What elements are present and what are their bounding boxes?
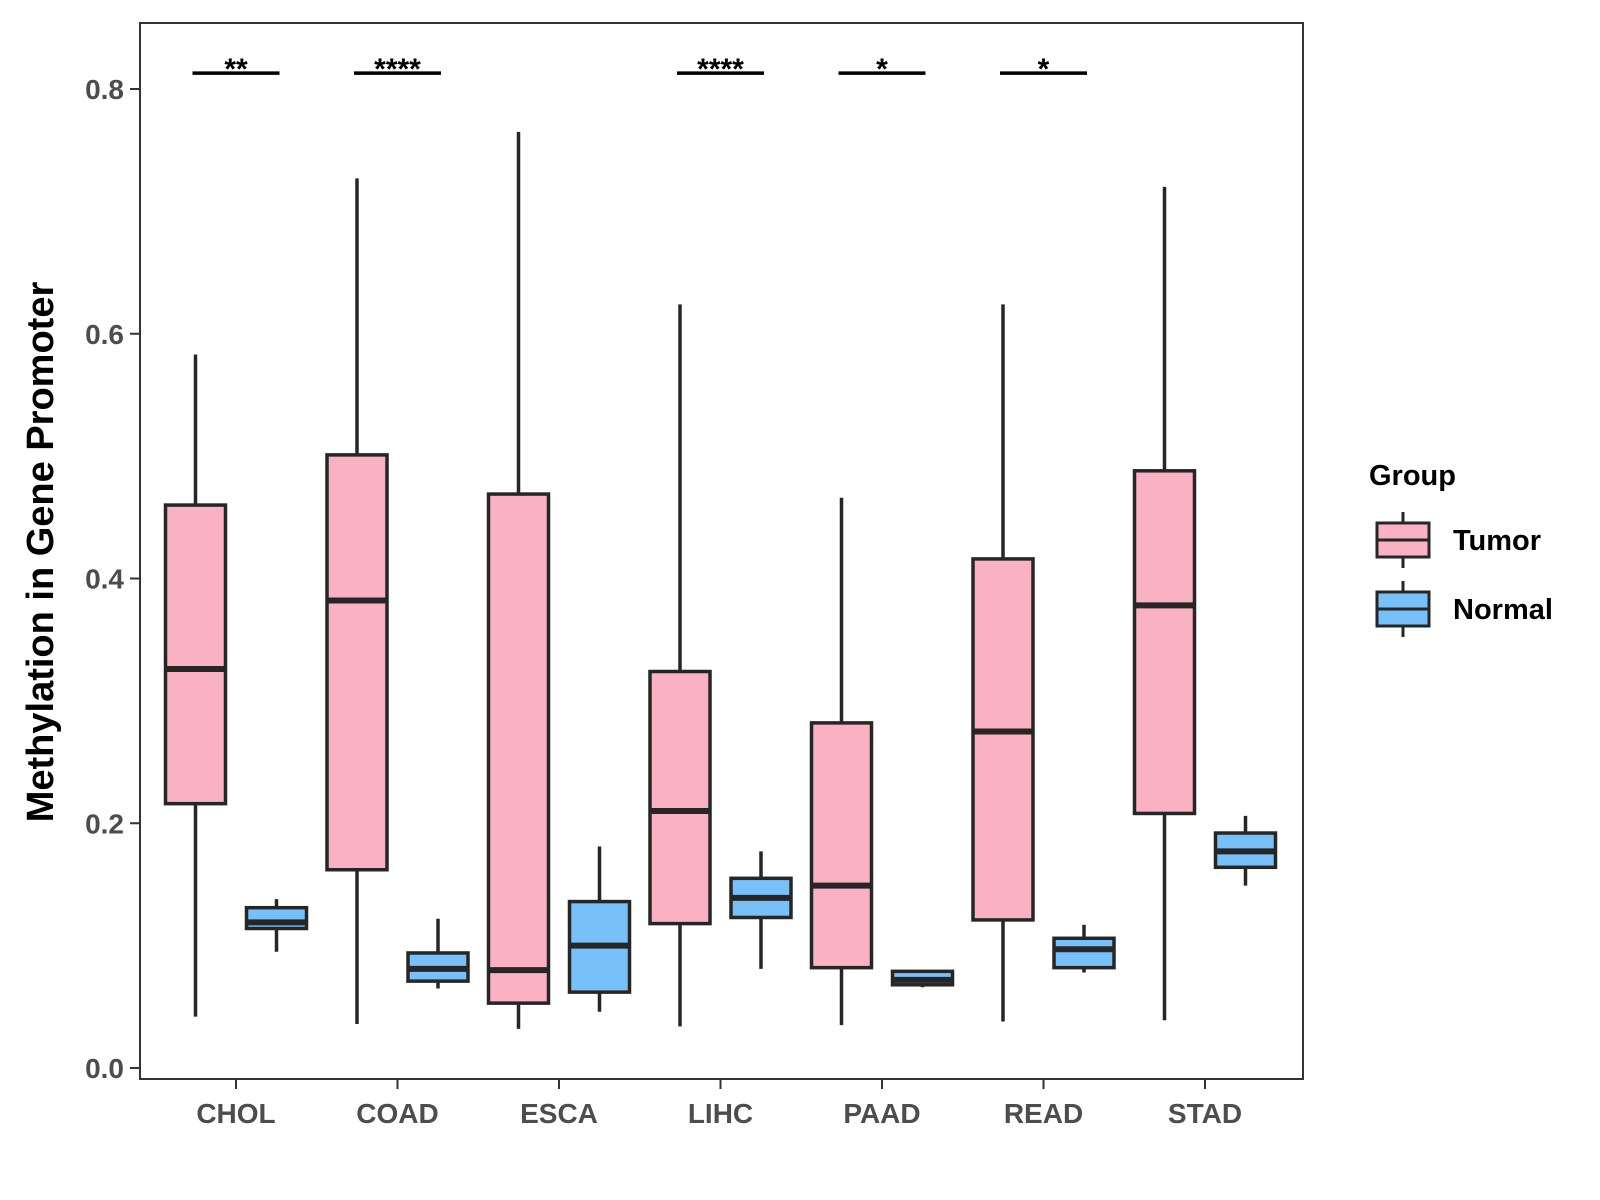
box-tumor-lihc	[648, 304, 712, 1027]
significance-label: ****	[697, 53, 744, 86]
iqr-box-tumor-paad	[809, 721, 874, 970]
legend-item-normal: Normal	[1375, 581, 1553, 637]
significance-read: *	[1000, 53, 1087, 86]
box-tumor-stad	[1132, 186, 1197, 1021]
box-tumor-chol	[163, 354, 228, 1017]
y-tick-label: 0.8	[85, 74, 124, 105]
iqr-box-tumor-stad	[1132, 469, 1197, 816]
box-tumor-paad	[809, 497, 874, 1026]
iqr-box-tumor-lihc	[648, 669, 712, 926]
significance-chol: **	[192, 53, 280, 86]
iqr-box-tumor-coad	[325, 453, 389, 872]
iqr-box-tumor-chol	[163, 503, 228, 806]
significance-coad: ****	[354, 53, 441, 86]
x-tick-label-paad: PAAD	[843, 1098, 920, 1129]
box-tumor-esca	[486, 131, 551, 1029]
iqr-box-normal-read	[1052, 936, 1116, 970]
y-tick-label: 0.0	[85, 1053, 124, 1084]
box-normal-stad	[1213, 815, 1278, 886]
plot-panel-border	[139, 22, 1304, 1080]
significance-lihc: ****	[677, 53, 764, 86]
box-normal-read	[1052, 924, 1116, 973]
box-normal-lihc	[729, 851, 793, 969]
box-tumor-read	[971, 304, 1035, 1022]
box-normal-paad	[890, 969, 955, 988]
significance-label: **	[224, 53, 248, 86]
significance-paad: *	[838, 53, 926, 86]
x-tick-label-stad: STAD	[1168, 1098, 1242, 1129]
legend-label-normal: Normal	[1453, 594, 1553, 626]
box-tumor-coad	[325, 178, 389, 1024]
x-tick-label-chol: CHOL	[196, 1098, 275, 1129]
legend-title: Group	[1369, 460, 1456, 492]
significance-label: ****	[374, 53, 421, 86]
x-tick-label-read: READ	[1004, 1098, 1083, 1129]
box-normal-esca	[567, 846, 632, 1012]
y-axis-title: Methylation in Gene Promoter	[20, 282, 62, 823]
iqr-box-tumor-esca	[486, 492, 551, 1005]
x-tick-label-coad: COAD	[356, 1098, 438, 1129]
y-tick-label: 0.6	[85, 319, 124, 350]
y-tick-label: 0.4	[85, 564, 124, 595]
significance-label: *	[876, 53, 888, 86]
significance-label: *	[1038, 53, 1050, 86]
iqr-box-tumor-read	[971, 557, 1035, 922]
box-normal-chol	[244, 899, 309, 952]
y-tick-label: 0.2	[85, 808, 124, 839]
box-normal-coad	[406, 918, 470, 989]
legend: Group Tumor Normal	[1369, 460, 1553, 637]
legend-label-tumor: Tumor	[1453, 525, 1541, 557]
x-tick-label-esca: ESCA	[520, 1098, 598, 1129]
x-tick-label-lihc: LIHC	[688, 1098, 753, 1129]
legend-item-tumor: Tumor	[1375, 512, 1541, 568]
